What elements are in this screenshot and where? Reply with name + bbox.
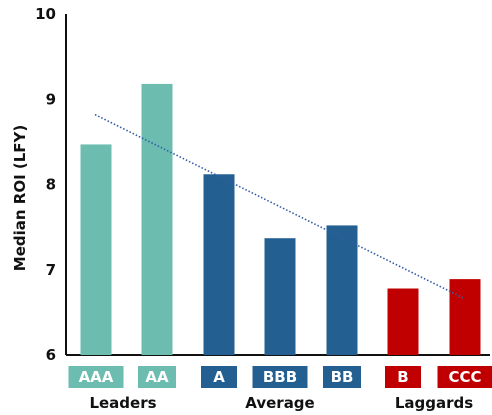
bar-aaa: [80, 144, 112, 355]
bar-b: [387, 288, 419, 355]
x-tick-label: CCC: [448, 368, 481, 386]
x-tick-label: B: [397, 368, 408, 386]
bar-a: [203, 174, 235, 355]
badge-bb: BB: [323, 366, 361, 388]
badge-ccc: CCC: [437, 366, 492, 388]
bars: [80, 83, 481, 355]
y-tick-label: 10: [35, 5, 56, 23]
badge-bbb: BBB: [252, 366, 308, 388]
bar-aa: [141, 83, 173, 355]
badge-box: [68, 366, 124, 388]
badge-box: [323, 366, 361, 388]
x-tick-label: AAA: [79, 368, 114, 386]
badge-box: [385, 366, 421, 388]
badge-box: [252, 366, 308, 388]
y-tick-label: 8: [46, 176, 56, 194]
category-badges: AAA AA A BBB BB B CCC: [68, 366, 492, 388]
badge-b: B: [385, 366, 421, 388]
y-tick-label: 7: [46, 261, 56, 279]
group-label-average: Average: [245, 394, 314, 412]
badge-aa: AA: [138, 366, 176, 388]
y-tick-label: 9: [46, 90, 56, 108]
group-label-laggards: Laggards: [395, 394, 473, 412]
bar-bbb: [264, 238, 296, 355]
group-label-leaders: Leaders: [89, 394, 156, 412]
badge-box: [437, 366, 492, 388]
bar-bb: [326, 225, 358, 355]
badge-box: [201, 366, 237, 388]
x-tick-label: BB: [331, 368, 354, 386]
x-tick-label: BBB: [263, 368, 297, 386]
badge-box: [138, 366, 176, 388]
badge-a: A: [201, 366, 237, 388]
y-tick-labels: 6 7 8 9 10: [35, 5, 56, 364]
y-tick-label: 6: [46, 346, 56, 364]
y-axis-label: Median ROI (LFY): [11, 125, 29, 271]
x-tick-label: A: [213, 368, 225, 386]
group-labels: Leaders Average Laggards: [89, 394, 473, 412]
badge-aaa: AAA: [68, 366, 124, 388]
x-tick-label: AA: [145, 368, 169, 386]
bar-ccc: [449, 279, 481, 355]
